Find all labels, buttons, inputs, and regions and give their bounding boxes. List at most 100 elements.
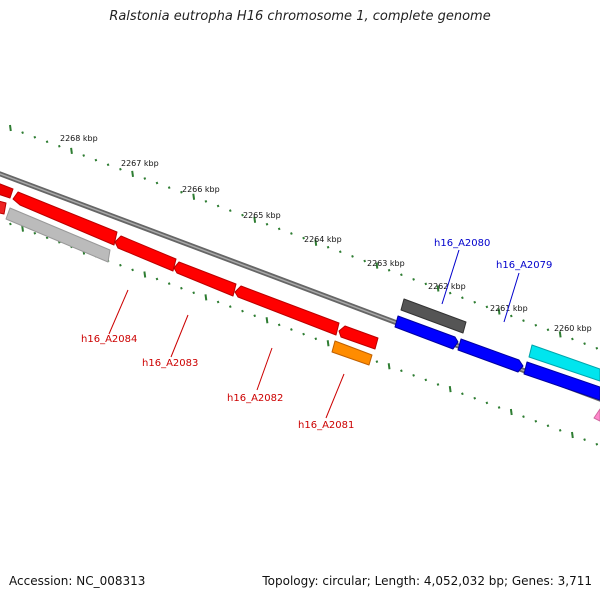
tick-label: 2268 kbp [60, 134, 98, 143]
minor-tick [424, 378, 428, 382]
minor-tick [119, 263, 122, 267]
major-tick [558, 331, 562, 338]
minor-tick [338, 250, 342, 254]
cds-h16-A2083[interactable] [114, 235, 177, 272]
major-tick [509, 408, 513, 416]
accession-text: Accession: NC_008313 [9, 574, 146, 588]
minor-tick [387, 268, 391, 272]
tick-label: 2266 kbp [182, 185, 220, 194]
cyan-feature[interactable] [528, 344, 600, 382]
major-tick [314, 239, 318, 246]
major-tick [21, 225, 24, 232]
minor-tick [290, 232, 293, 235]
minor-tick [595, 442, 599, 446]
gene-label-h16-A2081: h16_A2081 [298, 420, 354, 431]
minor-tick [326, 245, 330, 249]
minor-tick [448, 291, 452, 295]
minor-tick [228, 209, 232, 212]
cds-h16-A2082[interactable] [234, 285, 340, 336]
red-feature-partial[interactable] [0, 182, 14, 199]
pink-feature[interactable] [593, 408, 600, 422]
minor-tick [302, 332, 305, 336]
gene-label-h16-A2082: h16_A2082 [227, 393, 283, 404]
major-tick [326, 340, 330, 347]
major-tick [497, 308, 501, 315]
minor-tick [45, 140, 49, 144]
minor-tick [228, 305, 232, 308]
tick-label: 2263 kbp [367, 259, 405, 268]
outer-tick-row [9, 124, 599, 350]
minor-tick [461, 296, 464, 300]
minor-tick [522, 319, 525, 322]
minor-tick [534, 323, 538, 327]
minor-tick [412, 278, 415, 281]
minor-tick [119, 167, 122, 171]
minor-tick [473, 396, 477, 400]
gene-label-h16-A2083: h16_A2083 [142, 358, 198, 369]
cds-h16-A2080[interactable] [394, 315, 459, 350]
minor-tick [424, 282, 428, 286]
minor-tick [106, 163, 110, 167]
minor-tick [522, 415, 525, 418]
minor-tick [94, 158, 98, 162]
minor-tick [82, 154, 86, 157]
major-tick [70, 147, 73, 155]
minor-tick [412, 374, 415, 377]
minor-tick [241, 309, 244, 313]
minor-tick [265, 222, 269, 226]
gray-feature[interactable] [5, 207, 111, 263]
minor-tick [351, 255, 354, 258]
major-tick [265, 317, 269, 324]
tick-label: 2264 kbp [304, 235, 342, 244]
tick-label: 2261 kbp [490, 304, 528, 313]
minor-tick [595, 346, 599, 350]
minor-tick [546, 424, 550, 428]
minor-tick [57, 144, 61, 148]
minor-tick [131, 268, 134, 272]
minor-tick [290, 328, 293, 331]
minor-tick [473, 300, 477, 304]
major-tick [143, 271, 147, 278]
dark-feature[interactable] [400, 298, 467, 334]
major-tick [375, 262, 379, 269]
cds-h16-A2081[interactable] [338, 325, 379, 350]
gene-labels: h16_A2080 h16_A2079 h16_A2084 h16_A2083 … [81, 238, 552, 431]
major-tick [204, 294, 208, 301]
minor-tick [241, 213, 244, 217]
minor-tick [180, 286, 183, 290]
minor-tick [253, 314, 257, 318]
gene-label-h16-A2080: h16_A2080 [434, 238, 490, 249]
minor-tick [400, 273, 403, 277]
blue-feature-partial[interactable] [523, 361, 600, 401]
minor-tick [461, 392, 464, 396]
cds-h16-A2079[interactable] [457, 338, 524, 373]
major-tick [436, 285, 440, 292]
minor-tick [204, 200, 208, 203]
minor-tick [143, 177, 147, 180]
orange-feature[interactable] [331, 340, 373, 366]
minor-tick [216, 300, 220, 304]
gene-label-h16-A2084: h16_A2084 [81, 334, 137, 345]
major-tick [131, 170, 134, 178]
cds-h16-A2084[interactable] [12, 191, 118, 246]
tick-label: 2260 kbp [554, 324, 592, 333]
major-tick [253, 216, 257, 223]
minor-tick [509, 314, 513, 318]
major-tick [448, 385, 452, 393]
minor-tick [277, 323, 281, 327]
minor-tick [216, 204, 220, 208]
minor-tick [192, 291, 196, 295]
cds-h16-A2082-left[interactable] [173, 261, 237, 297]
minor-tick [314, 337, 318, 341]
minor-tick [534, 419, 538, 423]
minor-tick [485, 401, 489, 405]
major-tick [192, 193, 196, 200]
minor-tick [497, 406, 501, 409]
tick-labels: 2268 kbp 2267 kbp 2266 kbp 2265 kbp 2264… [60, 134, 592, 333]
minor-tick [9, 222, 12, 226]
red-feature-partial[interactable] [0, 200, 7, 215]
major-tick [9, 124, 12, 132]
label-leaders [108, 249, 520, 419]
map-title: Ralstonia eutropha H16 chromosome 1, com… [109, 9, 491, 24]
